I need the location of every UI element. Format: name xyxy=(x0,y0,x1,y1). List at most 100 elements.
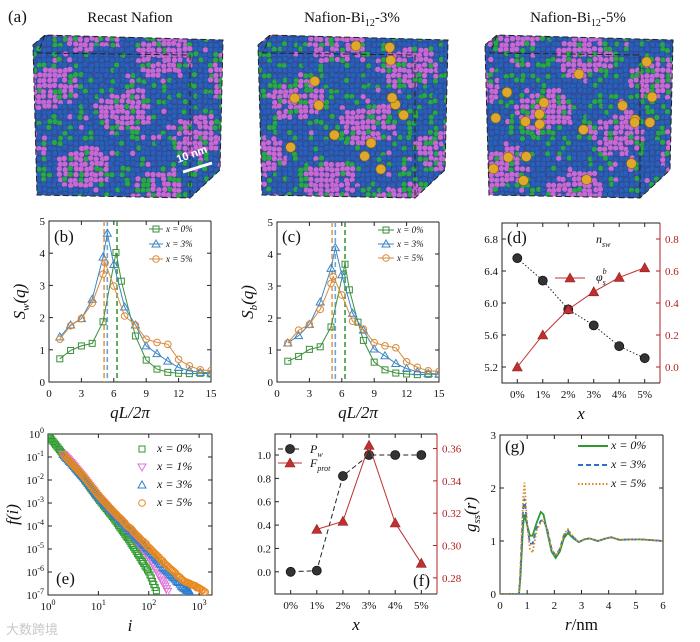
y2-tick-label: 0.8 xyxy=(665,234,679,246)
series-1 xyxy=(500,499,663,594)
bi-cluster-sphere xyxy=(491,113,501,123)
x-tick-label: 3 xyxy=(579,600,585,612)
panel-label: (d) xyxy=(507,228,527,247)
data-point xyxy=(338,472,347,481)
series-0 xyxy=(286,451,426,577)
x-tick-label: 15 xyxy=(206,388,218,400)
x-tick-label: 4% xyxy=(388,600,403,612)
watermark: 大数跨境 xyxy=(6,623,58,638)
x-tick-label: 101 xyxy=(91,598,106,613)
legend: x = 0%x = 3%x = 5% xyxy=(378,225,424,263)
legend-label: nsw xyxy=(596,232,611,249)
y-tick-label: 5 xyxy=(40,216,46,228)
series-1 xyxy=(512,263,649,371)
y-tick-label: 5.2 xyxy=(484,362,498,374)
bi-cluster-sphere xyxy=(385,42,395,52)
y-tick-label: 10-3 xyxy=(26,495,44,510)
x-tick-label: 0% xyxy=(283,600,298,612)
data-point xyxy=(417,451,426,460)
y-tick-label: 2 xyxy=(40,313,46,325)
structure-title: Recast Nafion xyxy=(87,10,173,26)
y-tick-label: 2 xyxy=(491,483,497,495)
bi-cluster-sphere xyxy=(618,101,628,111)
y-tick-label: 0 xyxy=(491,589,497,601)
data-point xyxy=(391,451,400,460)
series-layer xyxy=(284,244,443,378)
y2-tick-label: 0.28 xyxy=(442,573,462,585)
y-axis-label: f(i) xyxy=(3,504,22,525)
y-tick-label: 10-2 xyxy=(26,472,44,487)
bi-cluster-sphere xyxy=(578,125,588,135)
series-line xyxy=(60,263,211,371)
panel-label: (f) xyxy=(413,571,430,590)
legend-label: x = 5% xyxy=(610,476,646,490)
chart-panel-d: 0% 1% 2% 3% 4% 5% 5.2 5.6 6.0 6.4 6.8 0.0 0.2 0.4 0.6 0… xyxy=(484,223,679,423)
legend-label: x = 0% xyxy=(610,438,646,452)
series-layer xyxy=(56,229,215,377)
legend-label: x = 0% xyxy=(156,441,192,455)
x-tick-label: 1% xyxy=(309,600,324,612)
x-tick-label: 0% xyxy=(510,389,525,401)
y-tick-label: 0.0 xyxy=(257,567,271,579)
y2-tick-label: 0.32 xyxy=(442,508,461,520)
x-tick-label: 15 xyxy=(434,388,446,400)
y-tick-label: 10-4 xyxy=(26,518,44,533)
legend-marker xyxy=(139,500,146,507)
bi-cluster-sphere xyxy=(314,100,324,110)
series-line xyxy=(500,512,663,594)
series-line xyxy=(517,268,644,367)
series-1 xyxy=(56,229,215,376)
structure-1: Recast Nafion10 nm xyxy=(30,10,230,204)
bi-cluster-sphere xyxy=(488,164,498,174)
legend: x = 0%x = 3%x = 5% xyxy=(149,224,193,264)
y-tick-label: 1 xyxy=(491,536,497,548)
panel-label: (e) xyxy=(56,569,75,588)
bi-cluster-sphere xyxy=(366,138,376,148)
x-tick-label: 6 xyxy=(339,388,345,400)
series-layer xyxy=(500,483,663,594)
x-tick-label: 1% xyxy=(535,389,550,401)
y-tick-label: 10-7 xyxy=(26,587,44,602)
y2-tick-label: 0.2 xyxy=(665,330,679,342)
x-tick-label: 4% xyxy=(612,389,627,401)
data-point xyxy=(312,524,322,533)
x-tick-label: 5% xyxy=(414,600,429,612)
y-tick-label: 0.6 xyxy=(257,497,271,509)
y-tick-label: 0.2 xyxy=(257,543,271,555)
bi-cluster-sphere xyxy=(574,69,584,79)
bi-cluster-sphere xyxy=(502,87,512,97)
data-point xyxy=(589,287,599,296)
data-point xyxy=(640,354,649,363)
legend: x = 0% x = 3% x = 5% xyxy=(578,438,646,490)
chart-panel-f: 0% 1% 2% 3% 4% 5%0.00.20.40.60.81.00.280.300.… xyxy=(257,434,462,634)
x-tick-label: 0 xyxy=(274,388,280,400)
y-tick-label: 0 xyxy=(40,377,46,389)
bi-cluster-sphere xyxy=(387,93,397,103)
data-point xyxy=(589,321,598,330)
data-point xyxy=(286,567,295,576)
panel-label: (c) xyxy=(282,227,301,246)
y-tick-label: 1 xyxy=(40,345,46,357)
y-tick-label: 6.8 xyxy=(484,234,498,246)
y-tick-label: 1.0 xyxy=(257,450,271,462)
series-layer xyxy=(286,440,426,576)
plot-frame xyxy=(275,434,437,594)
y-tick-label: 0 xyxy=(268,377,274,389)
panel-label: (g) xyxy=(505,437,525,456)
x-tick-label: 2 xyxy=(552,600,558,612)
x-tick-label: 3 xyxy=(79,388,85,400)
x-axis-label: r/nm xyxy=(565,615,598,634)
legend-label: x = 3% xyxy=(610,457,646,471)
y-tick-label: 100 xyxy=(29,426,44,441)
bi-cluster-sphere xyxy=(376,164,386,174)
figure: (a) Recast Nafion10 nmNafion-Bi12-3% Nafi… xyxy=(0,0,700,642)
legend: PwFprot xyxy=(278,442,331,473)
data-point xyxy=(364,440,374,449)
y-tick-label: 4 xyxy=(40,248,46,260)
x-tick-label: 12 xyxy=(173,388,184,400)
y-tick-label: 3 xyxy=(268,281,274,293)
y2-tick-label: 0.4 xyxy=(665,298,679,310)
bi-cluster-sphere xyxy=(503,152,513,162)
legend-marker xyxy=(138,481,146,488)
x-tick-label: 103 xyxy=(192,598,207,613)
